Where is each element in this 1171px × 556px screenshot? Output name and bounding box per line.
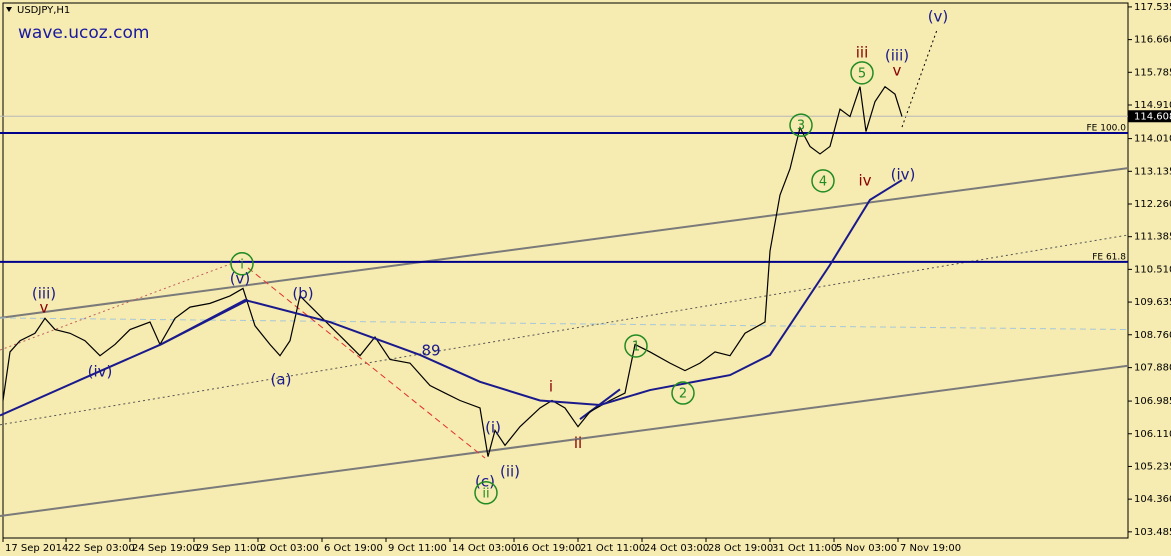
- wave-label: (ii): [500, 462, 520, 480]
- wave-label: (iv): [88, 362, 113, 380]
- y-tick-label: 115.785: [1134, 67, 1171, 78]
- wave-circle: [230, 252, 254, 276]
- wave-circle: [789, 113, 813, 137]
- price-tag: [1128, 110, 1171, 123]
- x-tick-label: 5 Nov 03:00: [836, 543, 897, 554]
- x-tick-label: 6 Oct 19:00: [324, 543, 383, 554]
- x-tick-label: 9 Oct 11:00: [388, 543, 447, 554]
- wave-circle: [624, 334, 648, 358]
- wave-circle: [811, 169, 835, 193]
- y-tick-label: 108.760: [1134, 330, 1171, 341]
- y-tick-label: 117.535: [1134, 2, 1171, 13]
- wave-label: 4: [819, 174, 827, 189]
- wave-circle: [474, 481, 498, 505]
- y-tick-label: 107.880: [1134, 363, 1171, 374]
- wave-label: (b): [292, 284, 313, 302]
- x-tick-label: 17 Sep 2014: [5, 543, 68, 554]
- x-tick-label: 24 Oct 03:00: [644, 543, 709, 554]
- y-tick-label: 105.235: [1134, 461, 1171, 472]
- wave-label: (a): [271, 370, 292, 388]
- wave-label: 5: [858, 66, 866, 81]
- y-tick-label: 103.485: [1134, 527, 1171, 538]
- trendline: [0, 364, 1128, 517]
- wave-circle: [671, 381, 695, 405]
- trendline: [0, 167, 1128, 319]
- x-tick-label: 21 Oct 11:00: [580, 543, 645, 554]
- x-tick-label: 31 Oct 11:00: [772, 543, 837, 554]
- trendline: [0, 234, 1128, 426]
- y-tick-label: 104.360: [1134, 494, 1171, 505]
- wave-circle: [850, 61, 874, 85]
- x-tick-label: 28 Oct 19:00: [708, 543, 773, 554]
- plot-area: FE 100.0FE 61.8(iii)v(iv)i(v)(b)(a)89(i)…: [0, 8, 1128, 517]
- y-tick-label: 113.135: [1134, 166, 1171, 177]
- x-tick-label: 14 Oct 03:00: [452, 543, 517, 554]
- y-tick-label: 116.660: [1134, 35, 1171, 46]
- watermark: wave.ucoz.com: [18, 23, 149, 43]
- wave-label: ii: [574, 434, 582, 452]
- x-tick-label: 2 Oct 03:00: [260, 543, 319, 554]
- wave-label: i: [240, 257, 244, 272]
- wave-label: (i): [485, 419, 501, 437]
- trendline: [901, 29, 938, 128]
- x-tick-label: 24 Sep 19:00: [132, 543, 199, 554]
- wave-label: 89: [421, 342, 440, 360]
- wave-label: i: [549, 377, 553, 395]
- x-tick-label: 22 Sep 03:00: [68, 543, 135, 554]
- trendline: [247, 267, 486, 459]
- chart-title: USDJPY,H1: [17, 5, 70, 16]
- x-tick-label: 7 Nov 19:00: [900, 543, 961, 554]
- wave-label: v: [40, 299, 49, 317]
- wave-label: (v): [230, 269, 251, 287]
- y-tick-label: 114.910: [1134, 100, 1171, 111]
- y-tick-label: 110.510: [1134, 264, 1171, 275]
- price-tag-label: 114.608: [1134, 111, 1171, 122]
- wave-label: (iii): [885, 46, 909, 64]
- y-tick-label: 112.260: [1134, 199, 1171, 210]
- level-label: FE 61.8: [1092, 252, 1126, 262]
- menu-arrow: [6, 7, 12, 12]
- wave-label: (v): [928, 8, 949, 26]
- y-tick-label: 106.110: [1134, 429, 1171, 440]
- wave-label: 3: [797, 119, 805, 134]
- level-label: FE 100.0: [1087, 124, 1127, 134]
- trendline: [0, 317, 1128, 331]
- wave-label: (iii): [32, 284, 56, 302]
- y-tick-label: 114.010: [1134, 134, 1171, 145]
- price-line: [2, 85, 903, 457]
- y-tick-label: 111.385: [1134, 232, 1171, 243]
- wave-label: iv: [858, 172, 871, 190]
- plot-frame: [2, 2, 1129, 539]
- wave-label: ii: [482, 486, 489, 501]
- wave-label: iii: [856, 43, 869, 61]
- wave-label: 2: [679, 387, 687, 402]
- y-tick-label: 109.635: [1134, 297, 1171, 308]
- x-tick-label: 29 Sep 11:00: [196, 543, 263, 554]
- wave-label: v: [893, 61, 902, 79]
- x-tick-label: 16 Oct 19:00: [516, 543, 581, 554]
- wave-label: 1: [632, 339, 640, 354]
- price-line: [0, 179, 903, 417]
- wave-label: (iv): [891, 166, 916, 184]
- y-tick-label: 106.985: [1134, 396, 1171, 407]
